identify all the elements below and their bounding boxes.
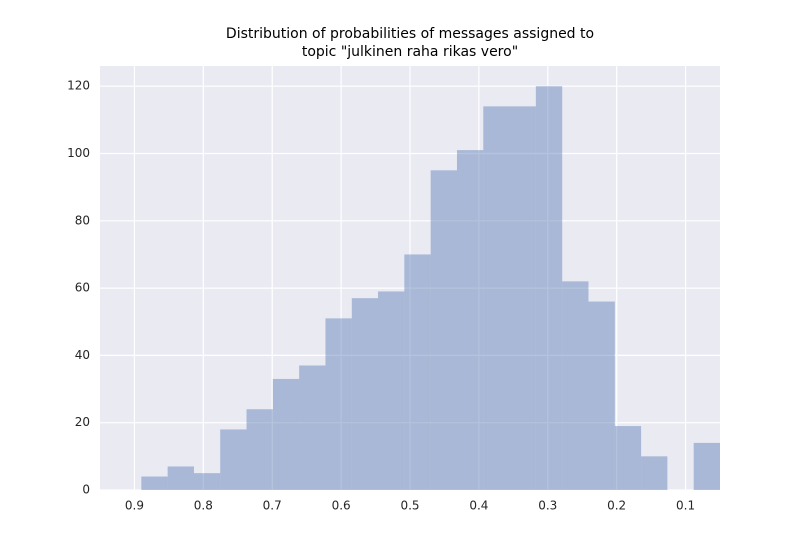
y-tick-label: 40 — [75, 348, 90, 362]
x-tick-label: 0.3 — [538, 499, 557, 513]
bar — [404, 254, 431, 490]
bar — [483, 106, 510, 490]
y-tick-label: 80 — [75, 213, 90, 227]
bar — [193, 473, 221, 490]
bar — [535, 86, 563, 490]
bar — [378, 291, 405, 490]
x-tick-label: 0.1 — [676, 499, 695, 513]
bar — [272, 378, 300, 490]
x-tick-label: 0.4 — [469, 499, 488, 513]
x-tick-label: 0.9 — [125, 499, 144, 513]
x-tick-label: 0.6 — [332, 499, 351, 513]
bar — [693, 442, 720, 490]
bar — [246, 409, 273, 490]
chart-title: Distribution of probabilities of message… — [226, 26, 594, 42]
y-tick-label: 100 — [67, 146, 90, 160]
x-tick-label: 0.5 — [400, 499, 419, 513]
chart-title: topic "julkinen raha rikas vero" — [302, 44, 518, 60]
bar — [351, 298, 379, 490]
x-tick-label: 0.2 — [607, 499, 626, 513]
y-tick-label: 20 — [75, 415, 90, 429]
bar — [641, 456, 668, 490]
bars — [141, 86, 720, 491]
bar — [456, 150, 484, 490]
bar — [299, 365, 326, 490]
bar — [325, 318, 352, 490]
bar — [430, 170, 457, 491]
bar — [220, 429, 247, 490]
bar — [141, 476, 168, 490]
bar — [614, 426, 642, 490]
y-tick-label: 60 — [75, 281, 90, 295]
bar — [167, 466, 194, 490]
bar — [509, 106, 536, 490]
y-tick-label: 120 — [67, 79, 90, 93]
x-tick-label: 0.7 — [263, 499, 282, 513]
y-tick-label: 0 — [82, 483, 90, 497]
grid — [100, 66, 720, 491]
bar — [562, 281, 589, 490]
bar — [588, 301, 615, 490]
x-tick-label: 0.8 — [194, 499, 213, 513]
